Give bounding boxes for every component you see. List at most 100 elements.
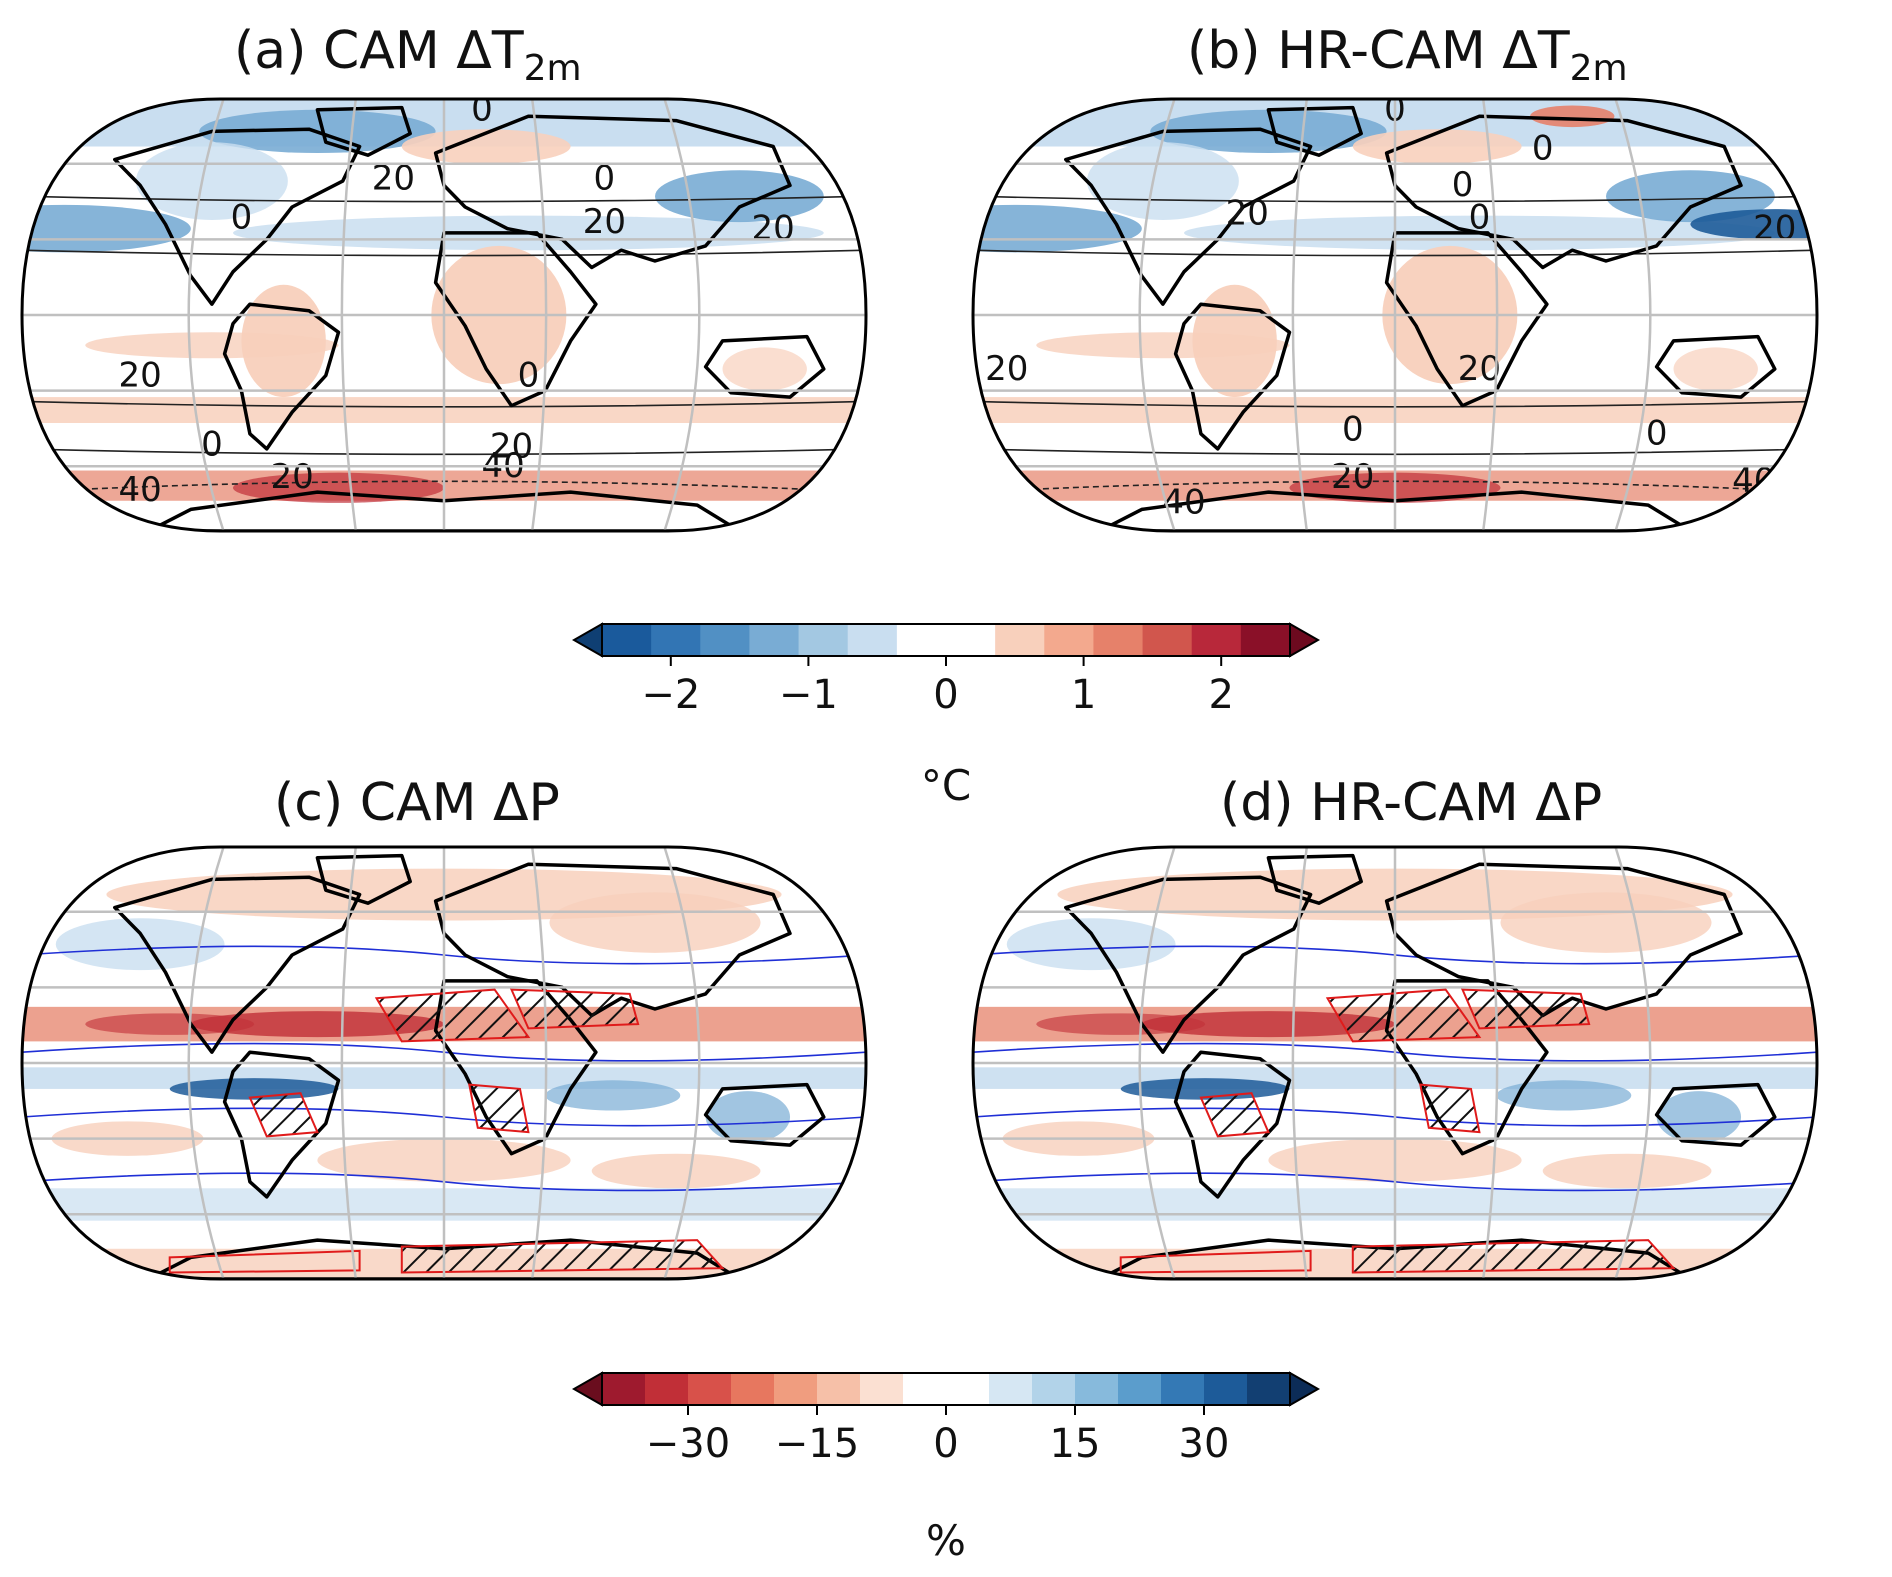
longitude-line <box>663 99 701 531</box>
asia-cooling <box>1606 170 1775 223</box>
longitude-line <box>1291 99 1309 531</box>
precip-colorbar: −30 −15 0 15 30 <box>571 1371 1321 1467</box>
contour-label: 20 <box>490 427 533 467</box>
north-america-cooling <box>135 142 288 220</box>
hatched-significance-region <box>248 1092 319 1138</box>
longitude-line <box>1614 847 1652 1279</box>
map-panel-d <box>971 845 1819 1281</box>
contour-label: 40 <box>119 470 162 510</box>
hatched-significance-region <box>1419 1083 1481 1134</box>
tropical-pacific-warming <box>85 332 339 359</box>
southAmerica-coastline <box>222 1050 341 1199</box>
panel-c-title: (c) CAM ΔP <box>274 773 560 833</box>
contour-label: 20 <box>752 208 795 248</box>
antarctica-coastline <box>146 490 742 531</box>
temperature-colorbar-tick-label: 1 <box>1071 672 1096 718</box>
contour-label: 0 <box>1469 198 1491 238</box>
precip-colorbar-under-arrow <box>571 1371 603 1407</box>
longitude-line <box>1481 99 1499 531</box>
temperature-colorbar-tick-label: −2 <box>641 672 700 718</box>
longitude-line <box>1138 847 1176 1279</box>
south-indian-drying <box>591 1153 761 1189</box>
contour-label: 20 <box>583 202 626 242</box>
map-frame <box>971 845 1819 1281</box>
map-frame <box>971 97 1819 533</box>
panel-b-title: (b) HR-CAM ΔT2m <box>1187 21 1628 89</box>
contour-label: 20 <box>1458 349 1501 389</box>
contour-label: 0 <box>594 159 616 199</box>
temperature-colorbar-swatch <box>1093 624 1144 656</box>
precip-colorbar-tick-label: 30 <box>1179 1421 1230 1467</box>
precip-colorbar-tick-label: −30 <box>646 1421 730 1467</box>
north-america-cooling <box>1086 142 1239 220</box>
precip-colorbar-swatch <box>731 1373 775 1405</box>
temperature-colorbar-over-arrow <box>1289 622 1321 658</box>
antarctica-coastline <box>1097 490 1693 531</box>
southAmerica-coastline <box>222 302 341 451</box>
precip-colorbar-swatch <box>946 1373 990 1405</box>
australia-coastline <box>703 1082 826 1147</box>
australia-wetting <box>705 1091 791 1143</box>
eurasia-coastline <box>1384 862 1743 1018</box>
precip-colorbar-over-arrow <box>1289 1371 1321 1407</box>
southAmerica-coastline <box>1173 302 1292 451</box>
temperature-colorbar-swatch <box>1142 624 1193 656</box>
australia-wetting <box>1656 1091 1742 1143</box>
longitude-line <box>1291 847 1309 1279</box>
temperature-colorbar-tick-label: 0 <box>933 672 958 718</box>
red-contour-region <box>1119 1249 1312 1274</box>
tropical-pacific-warming <box>1036 332 1290 359</box>
precip-colorbar-swatch <box>1032 1373 1076 1405</box>
australia-warming <box>722 347 807 391</box>
atlantic-strong-drying <box>190 1011 444 1038</box>
temperature-colorbar-tick-label: −1 <box>779 672 838 718</box>
greenland-coastline <box>1266 105 1363 157</box>
north-pacific-wetting <box>1006 918 1176 971</box>
contour-label: 20 <box>1226 193 1269 233</box>
contour-label: 0 <box>231 198 253 238</box>
panel-a-title: (a) CAM ΔT2m <box>234 21 582 89</box>
temperature-colorbar-swatch <box>1191 624 1242 656</box>
temperature-colorbar-swatch <box>700 624 750 656</box>
asia-cooling <box>655 170 824 223</box>
graticule <box>22 847 866 1279</box>
temperature-colorbar: −2 −1 0 1 2 <box>571 622 1321 718</box>
precip-colorbar-swatch <box>602 1373 646 1405</box>
contour-label: 0 <box>1646 414 1668 454</box>
greenland-coastline <box>315 105 412 157</box>
contour-label: 20 <box>372 159 415 199</box>
australia-coastline <box>703 334 826 399</box>
contour-label: 0 <box>471 90 493 130</box>
hatched-significance-region <box>1199 1092 1270 1138</box>
temperature-colorbar-swatch <box>896 624 947 656</box>
contour-label: 0 <box>1452 165 1474 205</box>
hatched-significance-region <box>374 988 531 1043</box>
contour-label: 20 <box>1753 208 1796 248</box>
north-pacific-strong-cooling <box>1690 209 1817 240</box>
australia-warming <box>1673 347 1758 391</box>
contour-label: 0 <box>1532 128 1554 168</box>
longitude-line <box>187 99 225 531</box>
hatched-significance-region <box>1351 1239 1676 1274</box>
precip-colorbar-swatch <box>774 1373 818 1405</box>
indian-ocean-wetting <box>545 1080 681 1111</box>
longitude-line <box>1138 99 1176 531</box>
contour-label: 20 <box>270 457 313 497</box>
graticule <box>22 99 866 531</box>
contour-label: 0 <box>201 424 223 464</box>
map-panel-c <box>20 845 868 1281</box>
north-pacific-cooling <box>973 204 1142 253</box>
hatched-significance-region <box>509 988 640 1030</box>
precip-colorbar-swatch <box>860 1373 904 1405</box>
precip-colorbar-swatch <box>1204 1373 1248 1405</box>
temperature-colorbar-swatch <box>749 624 800 656</box>
arctic-warming <box>1530 105 1615 128</box>
indian-ocean-wetting <box>1496 1080 1632 1111</box>
contour-label: 20 <box>1331 457 1374 497</box>
hatched-significance-region <box>1460 988 1591 1030</box>
longitude-line <box>187 847 225 1279</box>
pacific-strong-drying <box>85 1013 255 1035</box>
contour-label: 20 <box>985 349 1028 389</box>
